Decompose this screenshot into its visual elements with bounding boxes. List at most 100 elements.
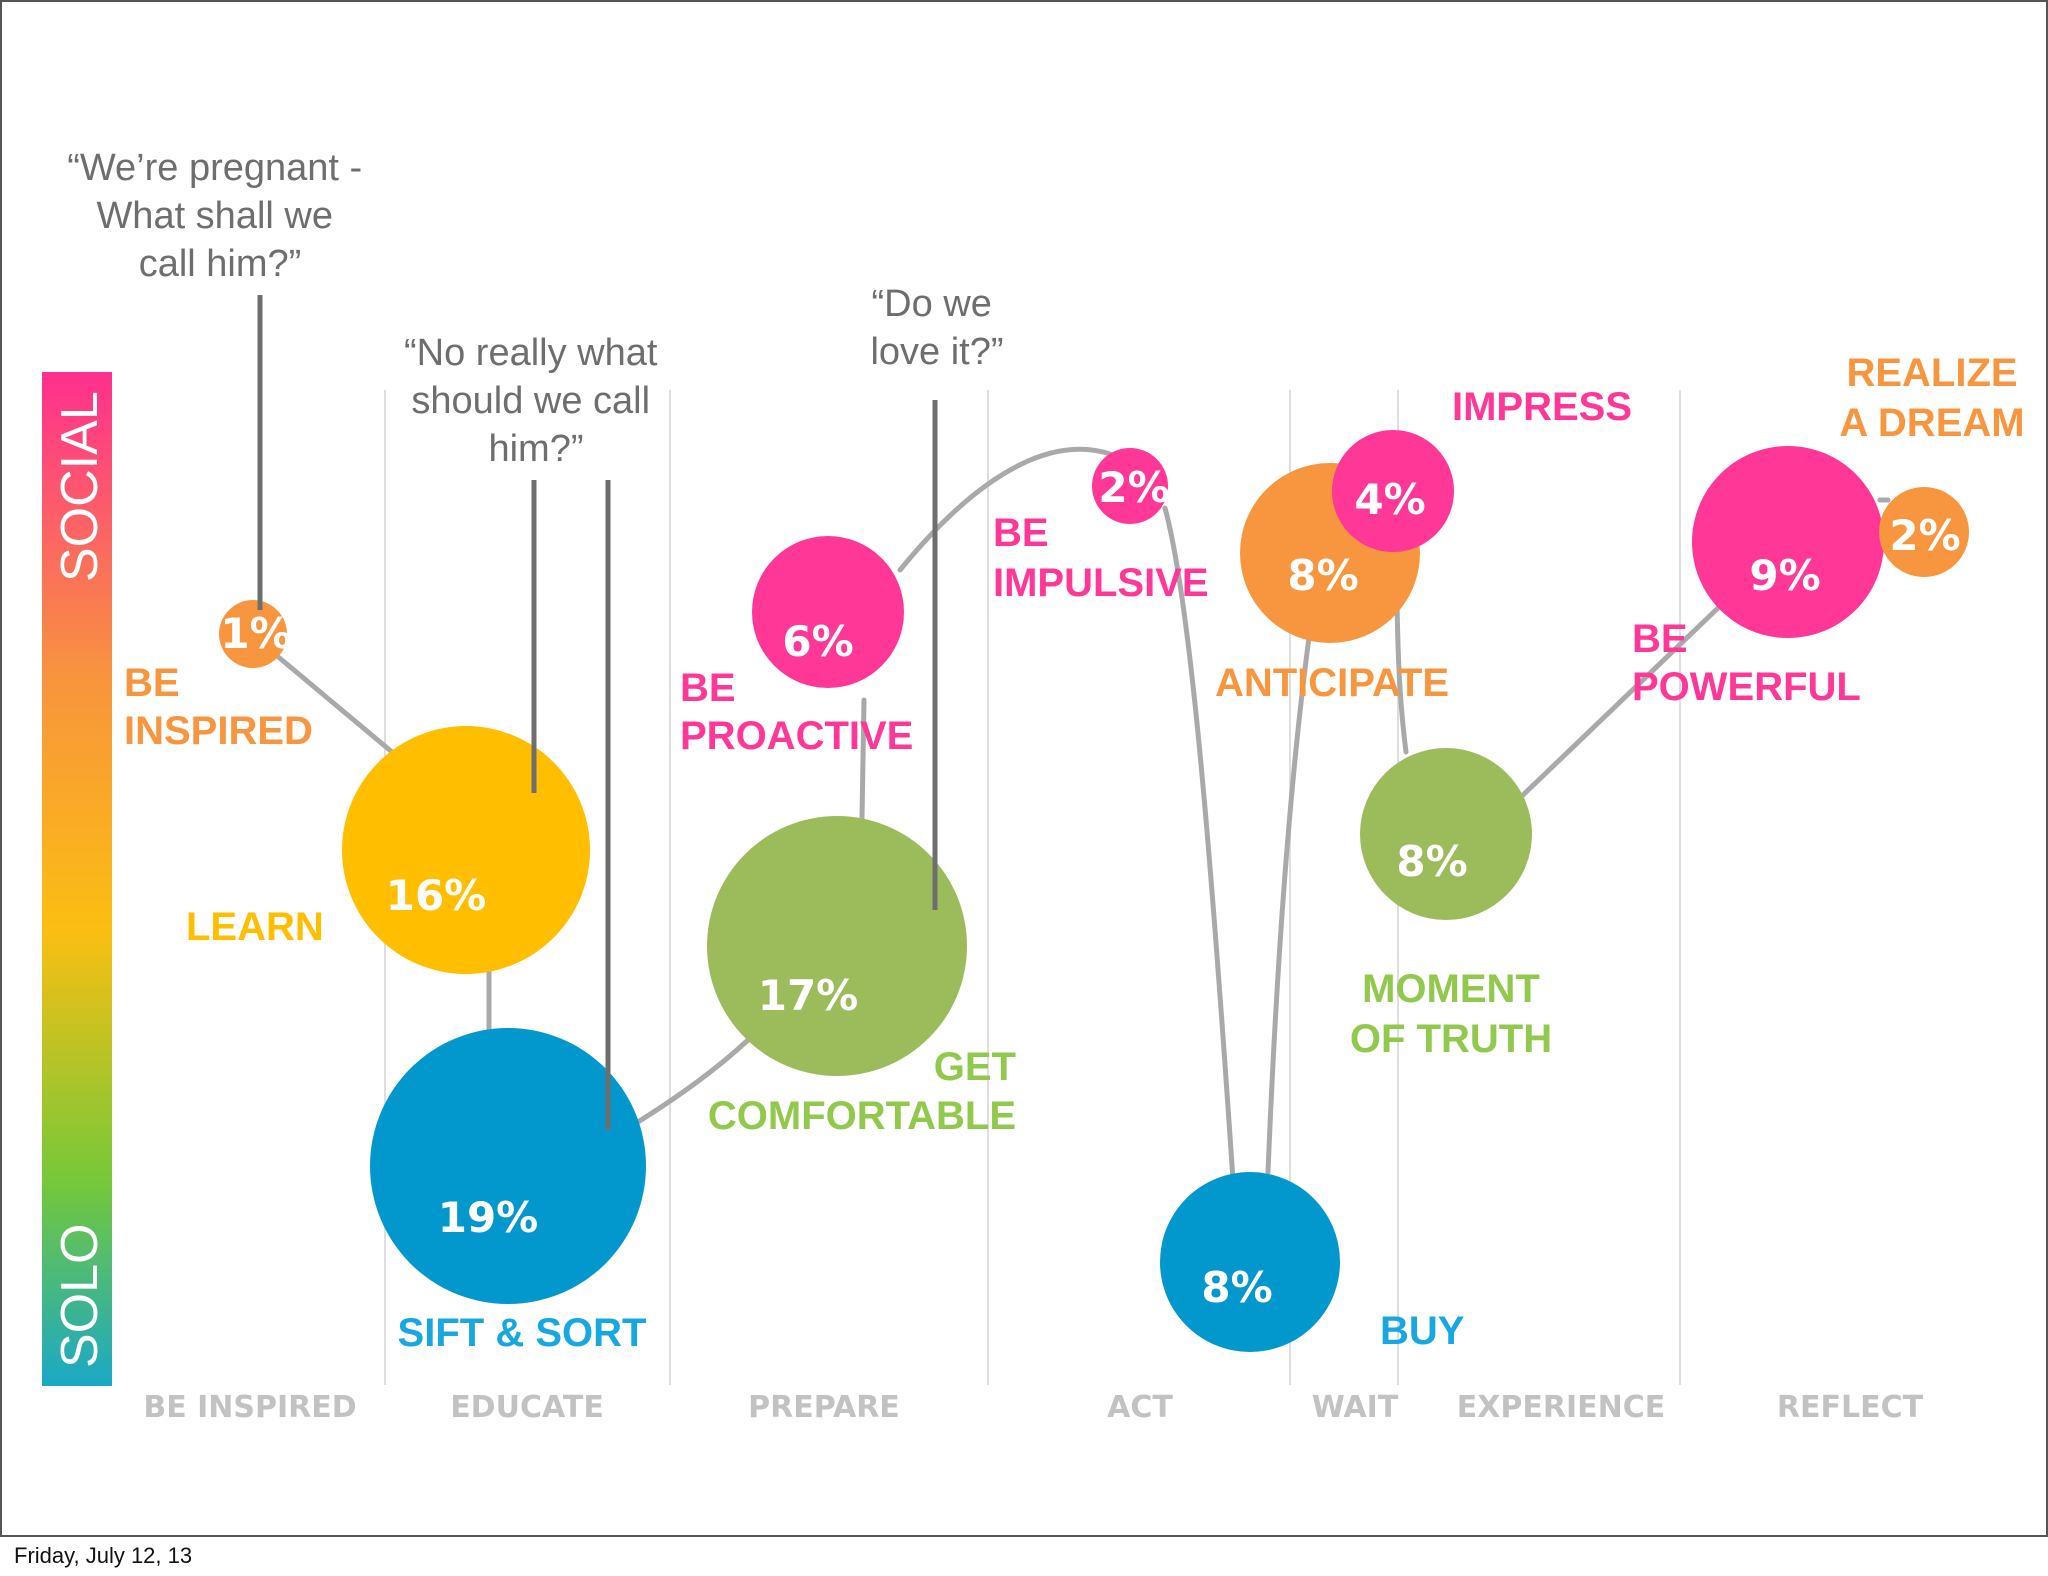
label-line: BE bbox=[1632, 617, 1688, 661]
label-moment-of-truth: MOMENT OF TRUTH bbox=[1350, 967, 1552, 1061]
quote-love-it: “Do we love it?” bbox=[870, 283, 1003, 373]
label-line: BE bbox=[124, 661, 180, 705]
label-line: BE bbox=[680, 666, 736, 710]
bubble-get-comfortable: 17% bbox=[707, 816, 967, 1076]
phase-label: EXPERIENCE bbox=[1457, 1390, 1665, 1425]
path-segment bbox=[859, 697, 867, 821]
label-be-inspired: BE INSPIRED bbox=[124, 661, 313, 753]
bubble-learn: 16% bbox=[342, 726, 590, 974]
label-get-comfortable: GET COMFORTABLE bbox=[708, 1045, 1016, 1138]
path-segment bbox=[635, 1037, 751, 1125]
quote-line: “No really what bbox=[404, 332, 658, 374]
label-sift-sort: SIFT & SORT bbox=[398, 1311, 647, 1355]
label-line: OF TRUTH bbox=[1350, 1017, 1552, 1061]
label-line: LEARN bbox=[186, 905, 324, 949]
bubble-be-inspired: 1% bbox=[219, 600, 292, 668]
bubble-percentage: 9% bbox=[1749, 551, 1820, 600]
phase-labels: BE INSPIRED EDUCATE PREPARE ACT WAIT EXPERIEN… bbox=[143, 1390, 1923, 1425]
quote-pregnant: “We’re pregnant - What shall we call him… bbox=[67, 147, 373, 285]
bubble-percentage: 2% bbox=[1098, 463, 1169, 512]
bubble-circle bbox=[1160, 1172, 1340, 1352]
phase-label: EDUCATE bbox=[450, 1390, 604, 1425]
bubble-percentage: 17% bbox=[758, 971, 859, 1020]
quote-line: “Do we bbox=[872, 283, 992, 325]
bubble-percentage: 2% bbox=[1889, 511, 1960, 560]
label-be-impulsive: BE IMPULSIVE bbox=[993, 511, 1209, 605]
bubble-layer: 1% 16% 19% 17% 6% 2% 8% 8% 4% 8% 9% 2% bbox=[219, 430, 1969, 1352]
path-segment bbox=[1265, 627, 1313, 1175]
label-buy: BUY bbox=[1380, 1309, 1465, 1353]
label-line: IMPRESS bbox=[1452, 385, 1632, 429]
label-learn: LEARN bbox=[186, 905, 324, 949]
bubble-percentage: 8% bbox=[1287, 551, 1358, 600]
quote-lines bbox=[257, 295, 938, 1130]
label-line: PROACTIVE bbox=[680, 714, 913, 758]
label-realize-a-dream: REALIZE A DREAM bbox=[1839, 351, 2024, 445]
axis-label-solo: SOLO bbox=[51, 1224, 109, 1369]
quote-line: “We’re pregnant - bbox=[67, 147, 362, 189]
bubble-sift-sort: 19% bbox=[370, 1028, 646, 1304]
footer-date: Friday, July 12, 13 bbox=[14, 1543, 192, 1568]
bubble-circle bbox=[752, 536, 904, 688]
quote-line: What shall we bbox=[96, 195, 333, 237]
path-segment bbox=[1162, 505, 1236, 1183]
phase-label: WAIT bbox=[1312, 1390, 1399, 1425]
bubble-circle bbox=[1332, 430, 1454, 552]
label-line: A DREAM bbox=[1839, 401, 2024, 445]
bubble-be-impulsive: 2% bbox=[1092, 448, 1170, 524]
path-segment bbox=[1519, 605, 1721, 799]
bubble-circle bbox=[219, 600, 287, 668]
bubble-percentage: 6% bbox=[782, 617, 853, 666]
phase-label: REFLECT bbox=[1777, 1390, 1924, 1425]
bubble-circle bbox=[370, 1028, 646, 1304]
phase-label: PREPARE bbox=[748, 1390, 900, 1425]
label-impress: IMPRESS bbox=[1452, 385, 1632, 429]
label-line: GET bbox=[934, 1045, 1016, 1089]
slide-frame bbox=[0, 0, 2048, 1537]
bubble-circle bbox=[1360, 748, 1532, 920]
quote-line: should we call bbox=[411, 380, 650, 422]
bubble-percentage: 16% bbox=[386, 871, 487, 920]
label-line: ANTICIPATE bbox=[1215, 661, 1449, 705]
bubble-circle bbox=[1092, 448, 1168, 524]
label-anticipate: ANTICIPATE bbox=[1215, 661, 1449, 705]
label-be-powerful: BE POWERFUL bbox=[1632, 617, 1861, 709]
label-be-proactive: BE PROACTIVE bbox=[680, 666, 913, 758]
path-segment bbox=[1394, 595, 1409, 755]
bubble-impress: 4% bbox=[1332, 430, 1454, 552]
quote-line: love it?” bbox=[870, 331, 1003, 373]
bubble-percentage: 1% bbox=[220, 609, 291, 658]
phase-label: ACT bbox=[1107, 1390, 1173, 1425]
bubble-circle bbox=[342, 726, 590, 974]
label-line: BUY bbox=[1380, 1309, 1465, 1353]
label-line: COMFORTABLE bbox=[708, 1094, 1016, 1138]
phase-label: BE INSPIRED bbox=[143, 1390, 356, 1425]
bubble-percentage: 4% bbox=[1354, 475, 1425, 524]
label-line: MOMENT bbox=[1362, 967, 1540, 1011]
quote-no-really: “No really what should we call him?” bbox=[404, 332, 668, 470]
label-line: SIFT & SORT bbox=[398, 1311, 647, 1355]
label-line: REALIZE bbox=[1846, 351, 2017, 395]
bubble-circle bbox=[1692, 446, 1884, 638]
bubble-percentage: 8% bbox=[1396, 837, 1467, 886]
label-line: IMPULSIVE bbox=[993, 561, 1209, 605]
bubble-buy: 8% bbox=[1160, 1172, 1340, 1352]
path-segment bbox=[267, 647, 395, 755]
bubble-be-powerful: 9% bbox=[1692, 446, 1884, 638]
quote-line: him?” bbox=[488, 428, 583, 470]
bubble-percentage: 19% bbox=[438, 1193, 539, 1242]
bubble-moment-of-truth: 8% bbox=[1360, 748, 1532, 920]
axis-gradient-bar bbox=[42, 372, 112, 1386]
bubble-percentage: 8% bbox=[1201, 1263, 1272, 1312]
quotes: “We’re pregnant - What shall we call him… bbox=[67, 147, 1003, 470]
bubble-realize-a-dream: 2% bbox=[1879, 487, 1969, 577]
label-line: INSPIRED bbox=[124, 709, 313, 753]
quote-line: call him?” bbox=[139, 243, 302, 285]
label-line: POWERFUL bbox=[1632, 665, 1861, 709]
bubble-circle bbox=[707, 816, 967, 1076]
label-line: BE bbox=[993, 511, 1049, 555]
bubble-be-proactive: 6% bbox=[752, 536, 904, 688]
social-solo-axis: SOCIAL SOLO bbox=[42, 372, 112, 1386]
